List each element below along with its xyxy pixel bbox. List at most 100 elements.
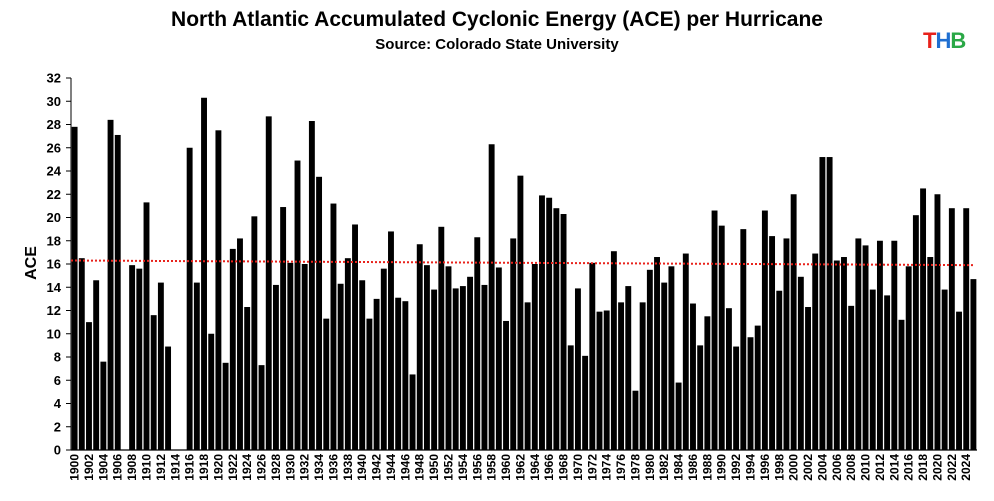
bar-1935 — [323, 318, 330, 450]
x-tick-label: 1950 — [427, 454, 441, 481]
bar-1987 — [697, 345, 704, 451]
bar-1944 — [388, 231, 394, 450]
bar-1996 — [761, 210, 768, 450]
bar-1925 — [251, 216, 258, 450]
bar-1963 — [524, 302, 531, 450]
x-tick-label: 2024 — [959, 454, 973, 481]
y-tick-label: 16 — [47, 257, 61, 272]
brand-logo: THB — [923, 28, 966, 54]
x-tick-label: 1962 — [513, 454, 527, 481]
bar-1905 — [107, 119, 114, 450]
x-axis: 1900 1902 1904 1906 1908 1910 1912 1914 1916 1918… — [68, 449, 977, 481]
bar-1924 — [244, 307, 251, 450]
bar-1991 — [725, 308, 732, 450]
bar-1919 — [208, 333, 215, 450]
y-tick-label: 2 — [54, 419, 61, 434]
bar-1949 — [423, 265, 430, 450]
bar-2014 — [891, 240, 898, 450]
bar-1959 — [495, 267, 502, 450]
x-tick-label: 1910 — [140, 454, 154, 481]
bar-1904 — [100, 361, 107, 450]
bar-1974 — [603, 310, 610, 450]
bars — [71, 97, 977, 451]
bar-2007 — [841, 257, 847, 450]
x-tick-label: 1966 — [542, 454, 556, 481]
x-tick-label: 1912 — [154, 454, 168, 481]
bar-1911 — [150, 315, 157, 450]
x-tick-label: 1920 — [211, 454, 225, 481]
bar-2017 — [912, 215, 919, 450]
x-tick-label: 1928 — [269, 454, 283, 481]
bar-1936 — [330, 203, 337, 450]
y-axis-label: ACE — [23, 246, 40, 280]
bar-1948 — [416, 244, 423, 450]
bar-1953 — [452, 288, 459, 450]
bar-2003 — [812, 253, 819, 450]
bar-2024 — [963, 208, 970, 450]
x-tick-label: 1954 — [456, 454, 470, 481]
y-tick-label: 32 — [47, 71, 61, 86]
x-tick-label: 1924 — [240, 454, 254, 481]
bar-1933 — [308, 121, 315, 450]
bar-1941 — [366, 318, 373, 450]
bar-1954 — [459, 286, 466, 450]
bar-1977 — [625, 286, 632, 450]
bar-1961 — [510, 238, 517, 450]
bar-1943 — [380, 268, 387, 450]
bar-1921 — [222, 362, 229, 450]
x-tick-label: 1916 — [183, 454, 197, 481]
bar-1929 — [280, 207, 287, 450]
y-tick-label: 6 — [54, 373, 61, 388]
bar-1906 — [114, 134, 121, 450]
x-tick-label: 1948 — [413, 454, 427, 481]
bar-1955 — [467, 276, 474, 450]
bar-1928 — [272, 284, 279, 450]
bar-1946 — [402, 301, 409, 450]
bar-1940 — [359, 280, 366, 450]
x-tick-label: 1942 — [370, 454, 384, 481]
x-tick-label: 1938 — [341, 454, 355, 481]
bar-1978 — [632, 390, 639, 450]
bar-1972 — [589, 262, 596, 450]
bar-1969 — [567, 345, 574, 451]
trend-line-group — [70, 259, 976, 267]
x-tick-label: 1968 — [557, 454, 571, 481]
bar-1951 — [438, 226, 445, 450]
x-tick-label: 2022 — [945, 454, 959, 481]
bar-1973 — [596, 311, 603, 450]
bar-1968 — [560, 214, 567, 450]
y-tick-label: 14 — [47, 280, 62, 295]
bar-1992 — [733, 346, 740, 450]
x-tick-label: 1960 — [499, 454, 513, 481]
x-tick-label: 1918 — [197, 454, 211, 481]
y-tick-label: 30 — [47, 94, 61, 109]
bar-1984 — [675, 382, 682, 450]
x-tick-label: 1982 — [657, 454, 671, 481]
x-tick-label: 1914 — [168, 454, 182, 481]
x-tick-label: 1940 — [355, 454, 369, 481]
bar-2019 — [927, 257, 934, 450]
x-tick-label: 1930 — [283, 454, 297, 481]
bar-1910 — [143, 202, 150, 450]
x-tick-label: 1906 — [111, 454, 125, 481]
bar-1926 — [258, 365, 265, 450]
x-tick-label: 1980 — [643, 454, 657, 481]
bar-1986 — [690, 303, 696, 450]
bar-1942 — [373, 298, 380, 451]
bar-2008 — [848, 305, 855, 450]
x-tick-label: 2006 — [830, 454, 844, 481]
y-tick-label: 8 — [54, 350, 61, 365]
bar-2006 — [833, 260, 840, 450]
logo-letter-h: H — [935, 28, 951, 53]
x-tick-label: 1978 — [628, 454, 642, 481]
x-tick-label: 2002 — [801, 454, 815, 481]
bar-1990 — [718, 225, 725, 450]
bar-1985 — [682, 253, 689, 450]
bar-1967 — [553, 208, 560, 450]
bar-1947 — [409, 374, 416, 450]
logo-letter-b: B — [950, 28, 966, 53]
bar-2005 — [826, 157, 833, 451]
bar-1989 — [711, 210, 718, 450]
x-tick-label: 1998 — [772, 454, 786, 481]
x-tick-label: 1976 — [614, 454, 628, 481]
